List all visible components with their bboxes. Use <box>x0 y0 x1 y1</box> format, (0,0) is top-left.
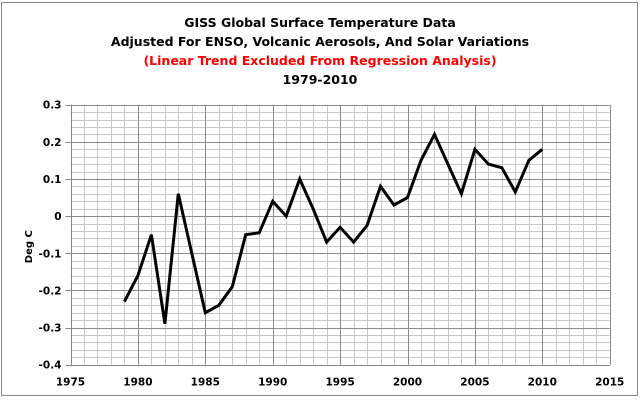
y-tick-label: 0.3 <box>43 100 62 112</box>
x-tick-label: 1990 <box>258 377 287 389</box>
y-tick-label: 0.2 <box>43 137 62 149</box>
x-tick-label: 2015 <box>595 377 624 389</box>
y-tick-label: -0.2 <box>39 285 62 297</box>
title-line-1: GISS Global Surface Temperature Data <box>184 15 456 30</box>
x-tick-label: 1985 <box>191 377 220 389</box>
y-tick-label: -0.1 <box>39 248 62 260</box>
x-tick-label: 2005 <box>460 377 489 389</box>
x-tick-label: 1995 <box>325 377 354 389</box>
x-tick-label: 2010 <box>528 377 557 389</box>
series-line <box>123 130 544 325</box>
y-tick-labels: 0.3 0.2 0.1 0 -0.1 -0.2 -0.3 -0.4 <box>39 100 62 372</box>
axes <box>65 104 610 366</box>
x-tick-label: 1980 <box>123 377 152 389</box>
y-tick-label: 0.1 <box>43 174 62 186</box>
y-tick-label: -0.3 <box>39 323 62 335</box>
y-axis-title: Deg C <box>24 230 35 263</box>
y-tick-label: -0.4 <box>39 360 62 372</box>
chart-title: GISS Global Surface Temperature Data Adj… <box>0 13 640 89</box>
title-line-3-subtitle: (Linear Trend Excluded From Regression A… <box>143 53 497 68</box>
x-tick-label: 1975 <box>56 377 85 389</box>
x-tick-label: 2000 <box>393 377 422 389</box>
x-tick-labels: 1975 1980 1985 1990 1995 2000 2005 2010 2015 <box>56 377 624 389</box>
title-line-4-years: 1979-2010 <box>282 72 358 87</box>
y-tick-label: 0 <box>54 211 61 223</box>
series-group <box>123 130 544 325</box>
title-line-2: Adjusted For ENSO, Volcanic Aerosols, An… <box>110 34 530 49</box>
